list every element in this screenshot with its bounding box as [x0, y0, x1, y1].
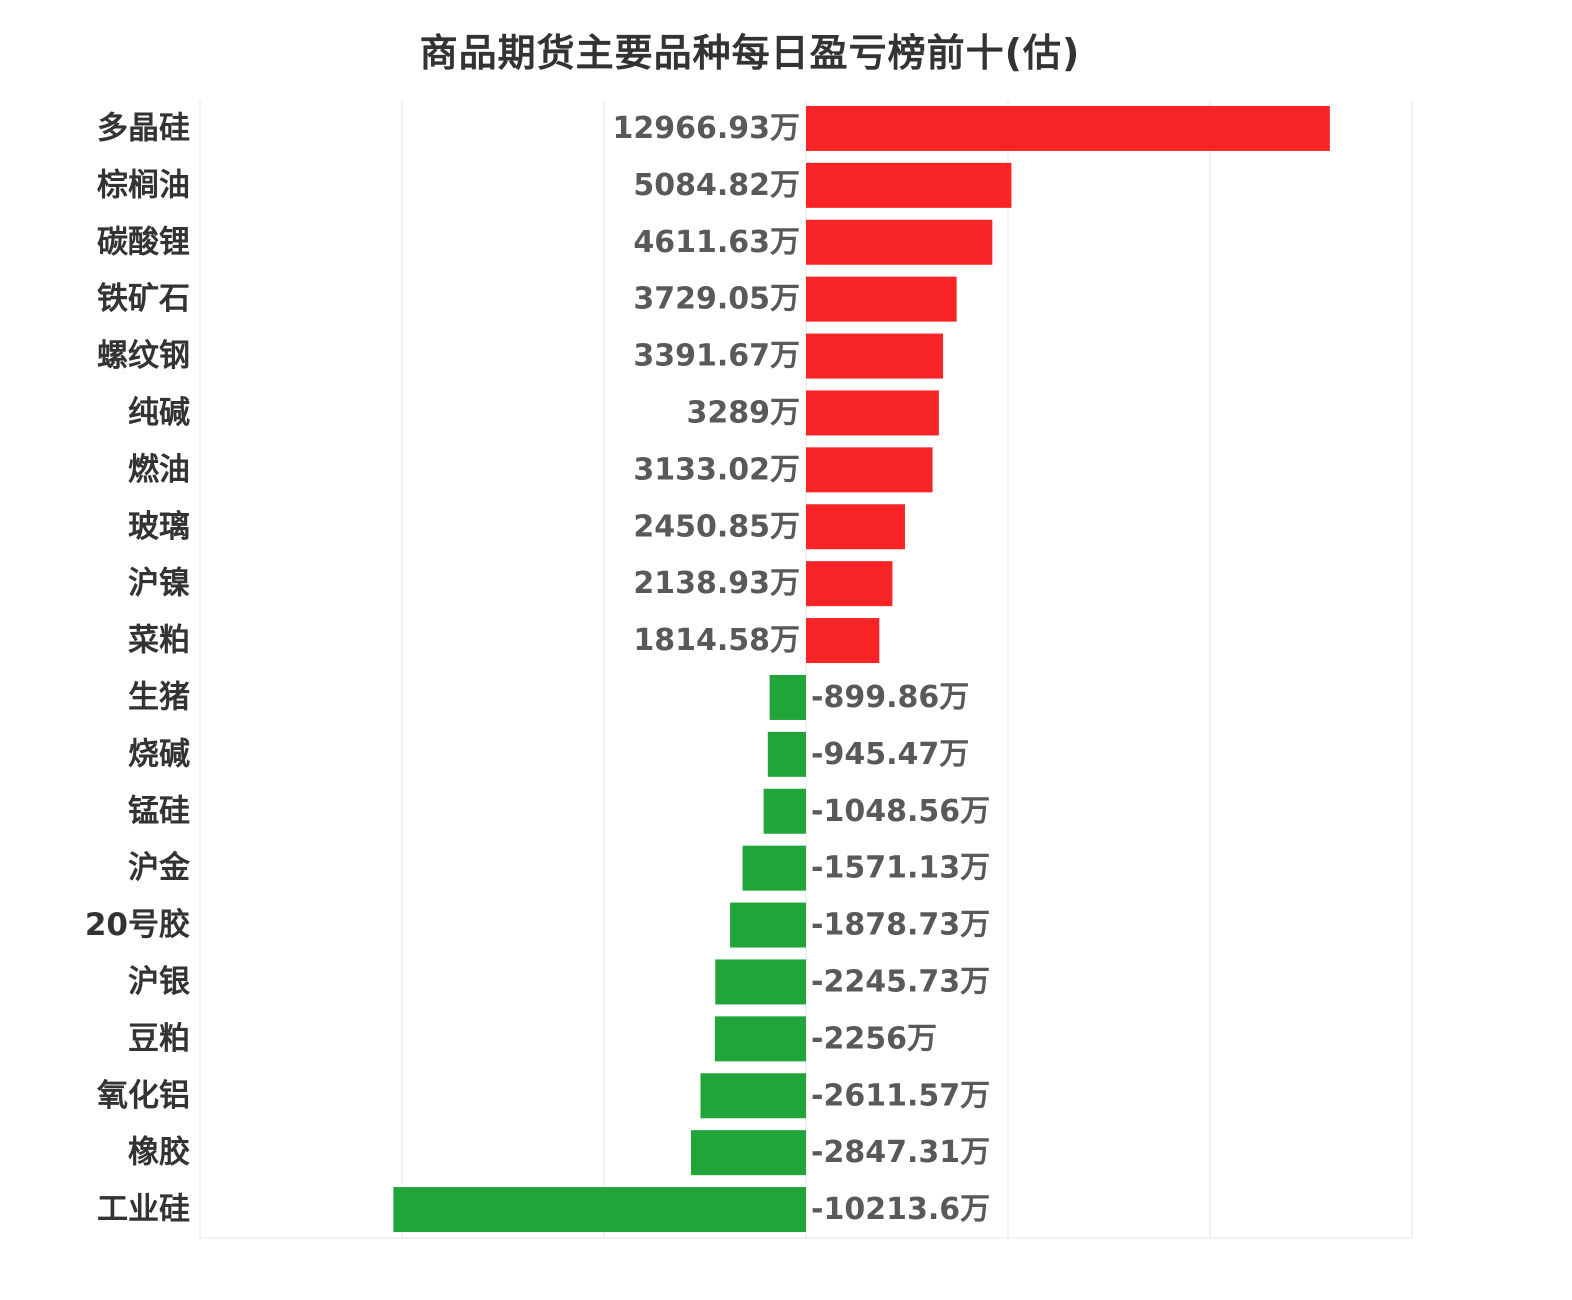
data-label: 2450.85万	[633, 509, 800, 544]
data-label: -1048.56万	[811, 794, 990, 829]
bar	[767, 731, 806, 777]
category-label: 多晶硅	[97, 110, 190, 146]
data-label: -2847.31万	[811, 1135, 990, 1170]
category-label: 烧碱	[128, 736, 190, 772]
bar	[806, 105, 1330, 151]
bar	[806, 504, 906, 550]
bar	[769, 674, 806, 720]
bar	[806, 618, 880, 664]
grid-layer	[199, 100, 1413, 1239]
data-label: -2256万	[811, 1021, 937, 1056]
bars-layer	[393, 105, 1330, 1233]
data-label: 12966.93万	[612, 111, 800, 146]
bar	[730, 902, 806, 948]
category-label: 棕榈油	[97, 167, 190, 203]
category-label: 工业硅	[97, 1192, 190, 1228]
bar	[690, 1130, 806, 1176]
data-label: -1571.13万	[811, 851, 990, 886]
data-label: -899.86万	[811, 680, 969, 715]
data-label: 4611.63万	[633, 225, 800, 260]
bar	[806, 333, 944, 379]
category-label: 沪金	[128, 850, 191, 886]
bar	[806, 162, 1012, 208]
data-label: 3729.05万	[633, 282, 800, 317]
category-label: 沪镍	[128, 566, 190, 602]
data-label: 3289万	[687, 395, 801, 430]
category-label: 螺纹钢	[97, 338, 190, 374]
data-label: 2138.93万	[633, 566, 800, 601]
data-label: 3133.02万	[633, 452, 800, 487]
category-label: 生猪	[128, 679, 190, 715]
data-label: 1814.58万	[633, 623, 800, 658]
data-label: 3391.67万	[633, 339, 800, 374]
category-label: 橡胶	[128, 1135, 190, 1171]
bar	[393, 1187, 806, 1233]
bar	[742, 845, 806, 891]
category-label: 碳酸锂	[97, 224, 190, 260]
category-label: 锰硅	[128, 793, 190, 829]
category-label: 菜粕	[128, 623, 190, 659]
data-label: -2611.57万	[811, 1078, 990, 1113]
data-label: -945.47万	[811, 737, 969, 772]
data-label: -1878.73万	[811, 908, 990, 943]
bar	[806, 561, 893, 607]
bar	[763, 788, 806, 834]
category-label: 氧化铝	[97, 1078, 190, 1114]
bar	[700, 1073, 806, 1119]
data-label: -10213.6万	[811, 1192, 990, 1227]
category-label: 玻璃	[128, 509, 190, 545]
data-label: -2245.73万	[811, 964, 990, 999]
bar	[806, 219, 993, 265]
bar	[806, 447, 933, 493]
category-label: 20号胶	[85, 907, 190, 943]
category-label: 沪银	[128, 964, 190, 1000]
bar	[714, 1016, 806, 1062]
category-label: 纯碱	[128, 395, 190, 431]
category-label: 燃油	[128, 452, 190, 488]
data-label: 5084.82万	[633, 168, 800, 203]
category-label: 铁矿石	[97, 281, 190, 317]
bar	[806, 390, 939, 436]
bar	[715, 959, 806, 1005]
category-label: 豆粕	[128, 1021, 190, 1057]
bar	[806, 276, 957, 322]
chart-title: 商品期货主要品种每日盈亏榜前十(估)	[419, 31, 1081, 75]
